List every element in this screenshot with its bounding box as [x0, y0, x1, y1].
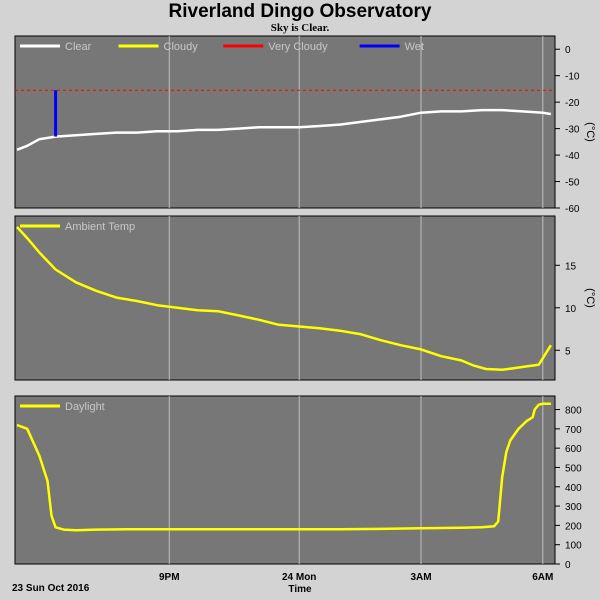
plot-area-sky-temperature: [14, 35, 556, 209]
y-tick-label: 300: [565, 502, 582, 513]
series-line-clear: [16, 108, 552, 151]
plot-area-ambient-temperature: [14, 215, 556, 381]
y-tick-label: 400: [565, 483, 582, 494]
x-tick-label: 3AM: [410, 572, 431, 583]
y-tick-label: 0: [565, 560, 571, 571]
y-axis-unit: (°C): [584, 288, 596, 308]
y-tick-label: 700: [565, 425, 582, 436]
plot-area-daylight: [14, 395, 556, 565]
y-tick-label: -20: [565, 98, 580, 109]
legend-label: Wet: [405, 41, 424, 53]
y-tick-label: -40: [565, 151, 580, 162]
x-tick-label: 6AM: [532, 572, 553, 583]
x-axis-label: Time: [288, 584, 312, 595]
y-axis-unit: (°C): [584, 122, 596, 142]
x-tick-label: 24 Mon: [282, 572, 316, 583]
y-tick-label: 100: [565, 541, 582, 552]
legend-label: Daylight: [65, 401, 105, 413]
y-tick-label: -50: [565, 178, 580, 189]
y-tick-label: 600: [565, 444, 582, 455]
y-tick-label: 15: [565, 261, 577, 272]
y-tick-label: 0: [565, 45, 571, 56]
legend-label: Clear: [65, 41, 92, 53]
legend-label: Very Cloudy: [268, 41, 328, 53]
y-tick-label: 10: [565, 304, 577, 315]
y-tick-label: 500: [565, 463, 582, 474]
y-tick-label: -60: [565, 204, 580, 215]
page-title: Riverland Dingo Observatory: [168, 1, 432, 22]
y-tick-label: 5: [565, 346, 571, 357]
y-tick-label: -10: [565, 72, 580, 83]
series-line-ambient-temp: [16, 226, 552, 372]
date-label: 23 Sun Oct 2016: [12, 583, 90, 594]
y-tick-label: 800: [565, 406, 582, 417]
series-line-daylight: [16, 402, 551, 532]
sky-status: Sky is Clear.: [270, 22, 330, 34]
legend-label: Ambient Temp: [65, 221, 135, 233]
y-tick-label: 200: [565, 521, 582, 532]
x-tick-label: 9PM: [159, 572, 180, 583]
y-tick-label: -30: [565, 125, 580, 136]
legend-label: Cloudy: [164, 41, 199, 53]
